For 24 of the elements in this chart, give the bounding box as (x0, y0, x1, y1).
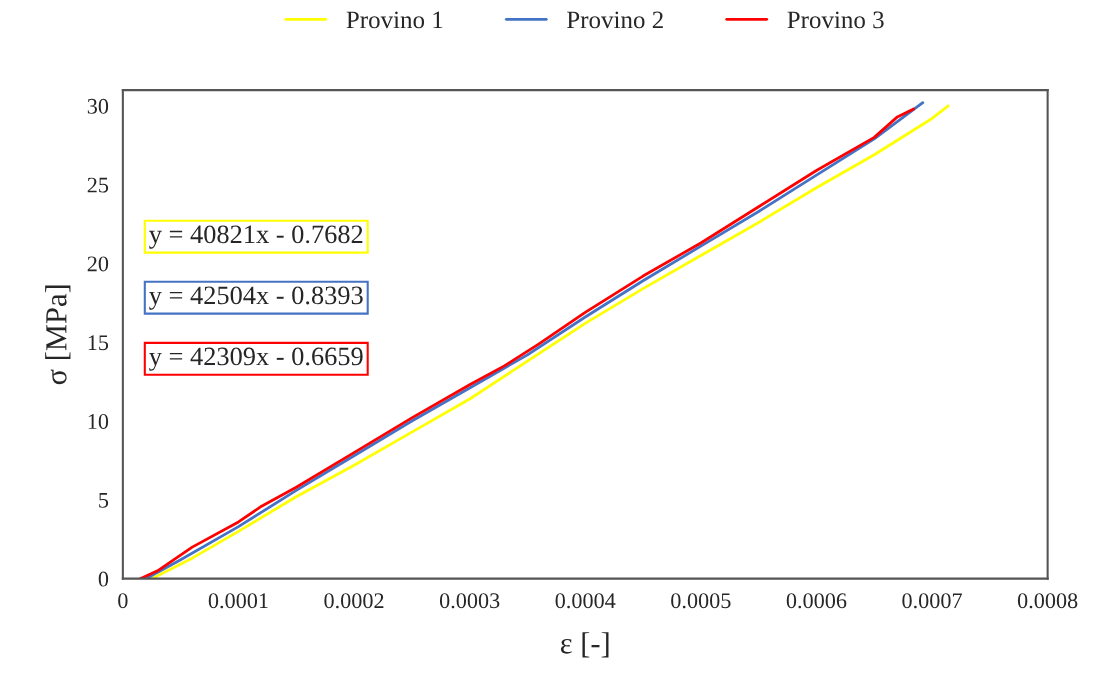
legend-label: Provino 3 (787, 11, 884, 29)
x-tick-label: 0.0005 (671, 593, 731, 609)
y-tick-label: 30 (87, 98, 109, 114)
x-tick-label: 0 (118, 593, 128, 609)
x-tick-label: 0.0006 (786, 593, 847, 609)
legend-label: Provino 2 (567, 11, 663, 29)
annotation: y = 42504x - 0.8393 (149, 286, 363, 310)
annotation: y = 40821x - 0.7682 (149, 225, 363, 249)
x-tick-label: 0.0001 (208, 593, 268, 609)
y-tick-label: 5 (99, 493, 109, 508)
y-tick-label: 0 (98, 571, 109, 587)
x-tick-label: 0.0003 (439, 593, 500, 609)
x-tick-label: 0.0007 (902, 593, 962, 609)
y-axis-title: σ [MPa] (45, 285, 71, 385)
x-axis-title: ε [-] (560, 632, 609, 658)
x-tick-label: 0.0008 (1017, 593, 1078, 609)
x-tick-label: 0.0004 (555, 593, 616, 609)
x-tick-label: 0.0002 (324, 593, 384, 609)
y-tick-label: 25 (87, 177, 109, 193)
annotation: y = 42309x - 0.6659 (149, 347, 363, 371)
y-tick-label: 10 (88, 413, 109, 429)
y-tick-label: 20 (87, 256, 109, 272)
y-tick-label: 15 (88, 335, 109, 351)
legend-label: Provino 1 (346, 11, 443, 29)
